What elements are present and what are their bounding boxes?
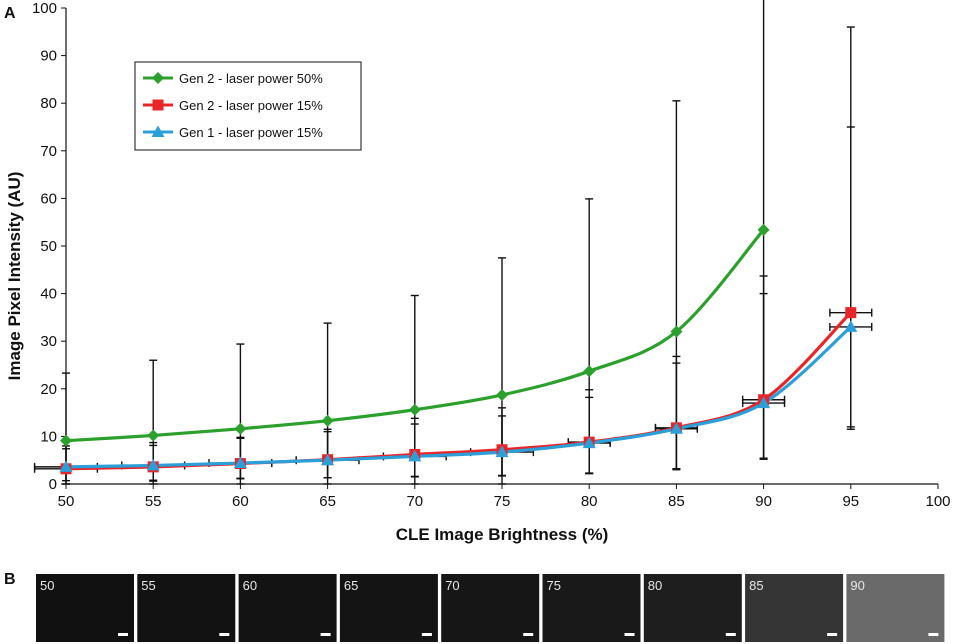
legend-label: Gen 2 - laser power 50% xyxy=(179,71,323,86)
x-tick-label: 60 xyxy=(232,493,249,510)
y-tick-label: 80 xyxy=(40,95,57,112)
y-tick-label: 90 xyxy=(40,48,57,65)
brightness-thumbnail: 55 xyxy=(137,574,236,642)
y-tick-label: 0 xyxy=(49,476,57,493)
thumbnail-image xyxy=(745,574,844,642)
brightness-thumbnail: 50 xyxy=(36,574,134,642)
series-lines xyxy=(65,228,852,471)
y-tick-label: 10 xyxy=(40,428,57,445)
scale-bar xyxy=(624,633,635,636)
line-chart: 50 55 60 65 70 75 80 85 90 95 100 0 10 20 30 40 50 60 70 80… xyxy=(5,0,951,544)
panel-b-label: B xyxy=(4,571,16,588)
thumbnail-image xyxy=(36,574,134,642)
x-tick-label: 80 xyxy=(581,493,598,510)
thumbnail-image xyxy=(137,574,236,642)
x-tick-label: 90 xyxy=(755,493,772,510)
data-point-marker xyxy=(59,460,73,472)
thumbnail-label: 70 xyxy=(445,578,459,593)
thumbnail-label: 90 xyxy=(850,578,864,593)
brightness-thumbnail: 60 xyxy=(238,574,337,642)
scale-bar xyxy=(827,633,838,636)
data-point-marker xyxy=(583,365,596,378)
x-tick-label: 100 xyxy=(925,493,950,510)
data-point-marker xyxy=(408,449,422,462)
data-point-marker xyxy=(582,436,596,449)
y-tick-label: 40 xyxy=(40,286,57,303)
x-tick-label: 50 xyxy=(58,493,75,510)
scale-bar xyxy=(725,633,736,636)
thumbnail-image xyxy=(542,574,641,642)
brightness-thumbnail: 75 xyxy=(542,574,641,642)
scale-bar xyxy=(118,633,128,636)
brightness-thumbnail: 90 xyxy=(846,574,945,642)
data-point-marker xyxy=(321,453,335,466)
y-tick-label: 100 xyxy=(32,0,57,17)
data-point-marker xyxy=(147,429,160,442)
panel-a-label: A xyxy=(4,5,16,22)
data-point-marker xyxy=(234,422,247,435)
y-tick-label: 30 xyxy=(40,333,57,350)
x-tick-label: 85 xyxy=(668,493,685,510)
legend-marker xyxy=(152,72,164,84)
y-tick-label: 70 xyxy=(40,143,57,160)
legend-label: Gen 2 - laser power 15% xyxy=(179,98,323,113)
data-point-marker xyxy=(495,445,509,458)
data-point-marker xyxy=(60,434,72,447)
y-tick-label: 60 xyxy=(40,190,57,207)
x-tick-label: 70 xyxy=(406,493,423,510)
x-tick-label: 55 xyxy=(145,493,162,510)
thumbnail-image xyxy=(441,574,540,642)
thumbnail-label: 65 xyxy=(344,578,358,593)
brightness-thumbnail: 65 xyxy=(339,574,438,642)
legend-label: Gen 1 - laser power 15% xyxy=(179,125,323,140)
data-point-marker xyxy=(496,388,508,401)
thumbnail-image xyxy=(846,574,945,642)
thumbnail-image xyxy=(238,574,337,642)
y-tick-label: 20 xyxy=(40,381,57,398)
x-tick-label: 95 xyxy=(842,493,859,510)
data-point-marker xyxy=(321,414,334,427)
data-point-marker xyxy=(408,403,421,416)
scale-bar xyxy=(928,633,939,636)
brightness-thumbnail: 85 xyxy=(745,574,844,642)
data-point-marker xyxy=(757,223,770,236)
series-line xyxy=(65,311,852,471)
y-tick-label: 50 xyxy=(40,238,57,255)
x-tick-label: 65 xyxy=(319,493,336,510)
scale-bar xyxy=(523,633,534,636)
thumbnail-label: 80 xyxy=(648,578,662,593)
data-point-marker xyxy=(146,458,160,471)
thumbnail-image xyxy=(643,574,742,642)
thumbnail-image xyxy=(339,574,438,642)
series-line xyxy=(65,325,852,469)
scale-bar xyxy=(320,633,331,636)
legend-marker xyxy=(152,99,164,111)
x-axis-title: CLE Image Brightness (%) xyxy=(396,525,609,544)
chart-axes: 50 55 60 65 70 75 80 85 90 95 100 0 10 20 30 40 50 60 70 80… xyxy=(32,0,951,510)
brightness-thumbnail-strip: 50 55 60 65 70 75 80 85 90 xyxy=(36,574,945,642)
thumbnail-label: 75 xyxy=(547,578,561,593)
thumbnail-label: 60 xyxy=(243,578,257,593)
scale-bar xyxy=(421,633,432,636)
legend-marker xyxy=(151,125,165,137)
data-point-marker xyxy=(757,396,771,409)
series-markers xyxy=(59,223,858,475)
thumbnail-label: 55 xyxy=(141,578,155,593)
data-point-marker xyxy=(845,307,857,319)
data-point-marker xyxy=(233,456,247,469)
scale-bar xyxy=(219,633,230,636)
brightness-thumbnail: 80 xyxy=(643,574,742,642)
brightness-thumbnail: 70 xyxy=(441,574,540,642)
x-tick-label: 75 xyxy=(494,493,511,510)
thumbnail-label: 50 xyxy=(40,578,54,593)
data-point-marker xyxy=(844,320,858,332)
thumbnail-label: 85 xyxy=(749,578,763,593)
data-point-marker xyxy=(670,325,683,338)
y-axis-title: Image Pixel Intensity (AU) xyxy=(5,172,24,381)
legend: Gen 2 - laser power 50% Gen 2 - laser pow… xyxy=(134,61,362,151)
data-point-marker xyxy=(669,422,683,434)
